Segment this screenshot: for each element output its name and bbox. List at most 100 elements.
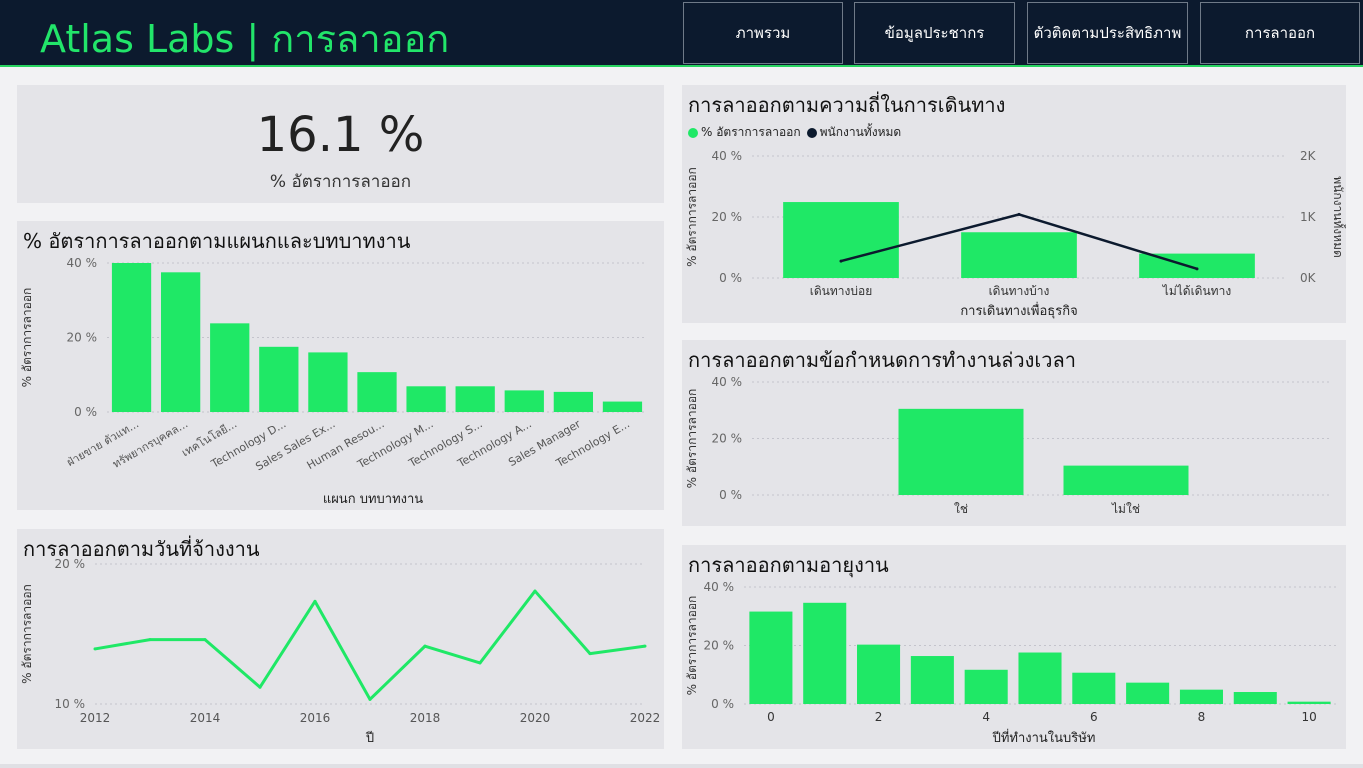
dept-ytick-label: 20 %: [67, 331, 98, 345]
travel-x-tick-label: เดินทางบ่อย: [810, 284, 872, 298]
tenure-ytick-label: 20 %: [704, 639, 735, 653]
dept-bar: [553, 391, 593, 412]
tenure-ytick-label: 0 %: [711, 697, 734, 711]
kpi-label: % อัตราการลาออก: [269, 172, 412, 192]
travel-y2tick-label: 2K: [1300, 149, 1317, 163]
dept-bar: [357, 372, 397, 412]
travel-y2tick-label: 0K: [1300, 271, 1317, 285]
dept-chart-title: % อัตราการลาออกตามแผนกและบทบาทงาน: [23, 229, 411, 253]
hire-chart-panel: การลาออกตามวันที่จ้างงาน 10 % 20 % % อัตรา…: [17, 529, 664, 749]
overtime-bar: [1063, 465, 1189, 495]
hire-series-line: [94, 589, 646, 701]
hire-y-axis-label: % อัตราการลาออก: [20, 584, 34, 684]
travel-ytick-label: 0 %: [719, 271, 742, 285]
tenure-chart-title: การลาออกตามอายุงาน: [688, 553, 889, 577]
tenure-ytick-label: 40 %: [704, 580, 735, 594]
travel-employees-point: [1017, 212, 1021, 216]
nav-overview-button[interactable]: ภาพรวม: [683, 2, 843, 64]
overtime-ytick-label: 20 %: [712, 432, 743, 446]
hire-ytick-label: 10 %: [55, 697, 86, 711]
legend-item-attrition[interactable]: % อัตราการลาออก: [688, 123, 801, 142]
tenure-bar: [1179, 689, 1223, 704]
hire-x-tick-label: 2018: [410, 711, 441, 725]
hire-x-tick-label: 2020: [520, 711, 551, 725]
overtime-ytick-label: 40 %: [712, 375, 743, 389]
travel-employees-point: [1195, 267, 1199, 271]
hire-data-point: [533, 589, 537, 593]
hire-data-point: [368, 697, 372, 701]
hire-data-point: [93, 647, 97, 651]
travel-ytick-label: 40 %: [712, 149, 743, 163]
tenure-x-tick-label: 6: [1090, 710, 1098, 724]
travel-x-tick-label: ไม่ได้เดินทาง: [1162, 284, 1231, 298]
nav-attrition-button[interactable]: การลาออก: [1200, 2, 1360, 64]
travel-employees-point: [839, 259, 843, 263]
dept-bar: [308, 352, 348, 412]
hire-ytick-label: 20 %: [55, 557, 86, 571]
overtime-chart-panel: การลาออกตามข้อกำหนดการทำงานล่วงเวลา 0 % 2…: [682, 340, 1346, 526]
travel-chart-title: การลาออกตามความถี่ในการเดินทาง: [688, 93, 1006, 117]
dept-bar: [210, 323, 250, 412]
tenure-bar: [803, 602, 847, 704]
hire-data-point: [423, 644, 427, 648]
travel-legend: % อัตราการลาออก พนักงานทั้งหมด: [688, 123, 901, 142]
travel-chart-panel: การลาออกตามความถี่ในการเดินทาง % อัตรากา…: [682, 85, 1346, 323]
hire-chart-title: การลาออกตามวันที่จ้างงาน: [23, 537, 260, 561]
hire-data-point: [478, 661, 482, 665]
kpi-value: 16.1 %: [256, 107, 425, 163]
hire-data-point: [588, 652, 592, 656]
overtime-x-tick-label: ใช่: [954, 502, 968, 516]
travel-ytick-label: 20 %: [712, 210, 743, 224]
overtime-bar: [898, 408, 1024, 495]
tenure-chart: 0 % 20 % 40 % % อัตราการลาออก 0 2 4 6 8 10 ปีที่ทำ…: [685, 580, 1336, 746]
hire-data-point: [258, 685, 262, 689]
legend-item-employees[interactable]: พนักงานทั้งหมด: [806, 123, 901, 142]
travel-x-tick-label: เดินทางบ้าง: [989, 284, 1050, 298]
travel-y2-axis-label: พนักงานทั้งหมด: [1331, 176, 1346, 258]
dept-bar: [455, 386, 495, 412]
dept-bar: [406, 386, 446, 412]
tenure-x-axis-label: ปีที่ทำงานในบริษัท: [992, 729, 1096, 746]
dept-ytick-label: 0 %: [74, 405, 97, 419]
hire-chart: 10 % 20 % % อัตราการลาออก 2012 2014 2016 2018 2…: [20, 557, 660, 746]
travel-chart: 0 % 20 % 40 % % อัตราการลาออก 0K 1K 2K พนักงานท…: [685, 149, 1346, 319]
hire-data-point: [643, 644, 647, 648]
hire-x-axis-label: ปี: [365, 730, 374, 746]
overtime-chart-title: การลาออกตามข้อกำหนดการทำงานล่วงเวลา: [688, 348, 1076, 372]
tenure-y-axis-label: % อัตราการลาออก: [685, 596, 699, 696]
travel-bar: [961, 232, 1077, 278]
legend-dot-dark-icon: [806, 127, 817, 138]
hire-x-tick-label: 2016: [300, 711, 331, 725]
dept-bar: [111, 263, 152, 412]
dept-ytick-label: 40 %: [67, 256, 98, 270]
nav-demographics-button[interactable]: ข้อมูลประชากร: [854, 2, 1015, 64]
tenure-bar: [1126, 682, 1170, 704]
dept-chart-panel: % อัตราการลาออกตามแผนกและบทบาทงาน 0 % 20 …: [17, 221, 664, 510]
overtime-x-tick-label: ไม่ใช่: [1111, 502, 1140, 516]
tenure-bar: [910, 656, 954, 704]
tenure-bar: [1287, 701, 1331, 704]
footer-divider: [0, 764, 1363, 768]
dept-bar: [602, 401, 643, 412]
kpi-card: 16.1 % % อัตราการลาออก: [17, 85, 664, 203]
dept-bar: [259, 346, 299, 412]
hire-data-point: [148, 638, 152, 642]
hire-data-point: [203, 638, 207, 642]
tenure-bar: [964, 669, 1008, 704]
page-title: Atlas Labs | การลาออก: [40, 17, 450, 61]
header-bar: Atlas Labs | การลาออก ภาพรวม ข้อมูลประชา…: [0, 0, 1363, 67]
dept-y-axis-label: % อัตราการลาออก: [20, 288, 34, 388]
hire-data-point: [313, 599, 317, 603]
tenure-x-tick-label: 10: [1301, 710, 1316, 724]
hire-x-tick-label: 2012: [80, 711, 111, 725]
travel-y-axis-label: % อัตราการลาออก: [685, 167, 699, 267]
dept-bar: [504, 390, 544, 412]
overtime-ytick-label: 0 %: [719, 488, 742, 502]
tenure-chart-panel: การลาออกตามอายุงาน 0 % 20 % 40 % % อัตราการ…: [682, 545, 1346, 749]
dept-bar: [161, 272, 201, 412]
hire-x-tick-label: 2014: [190, 711, 221, 725]
dept-x-axis-label: แผนก บทบาทงาน: [323, 492, 423, 507]
nav-performance-tracker-button[interactable]: ตัวติดตามประสิทธิภาพ: [1027, 2, 1188, 64]
